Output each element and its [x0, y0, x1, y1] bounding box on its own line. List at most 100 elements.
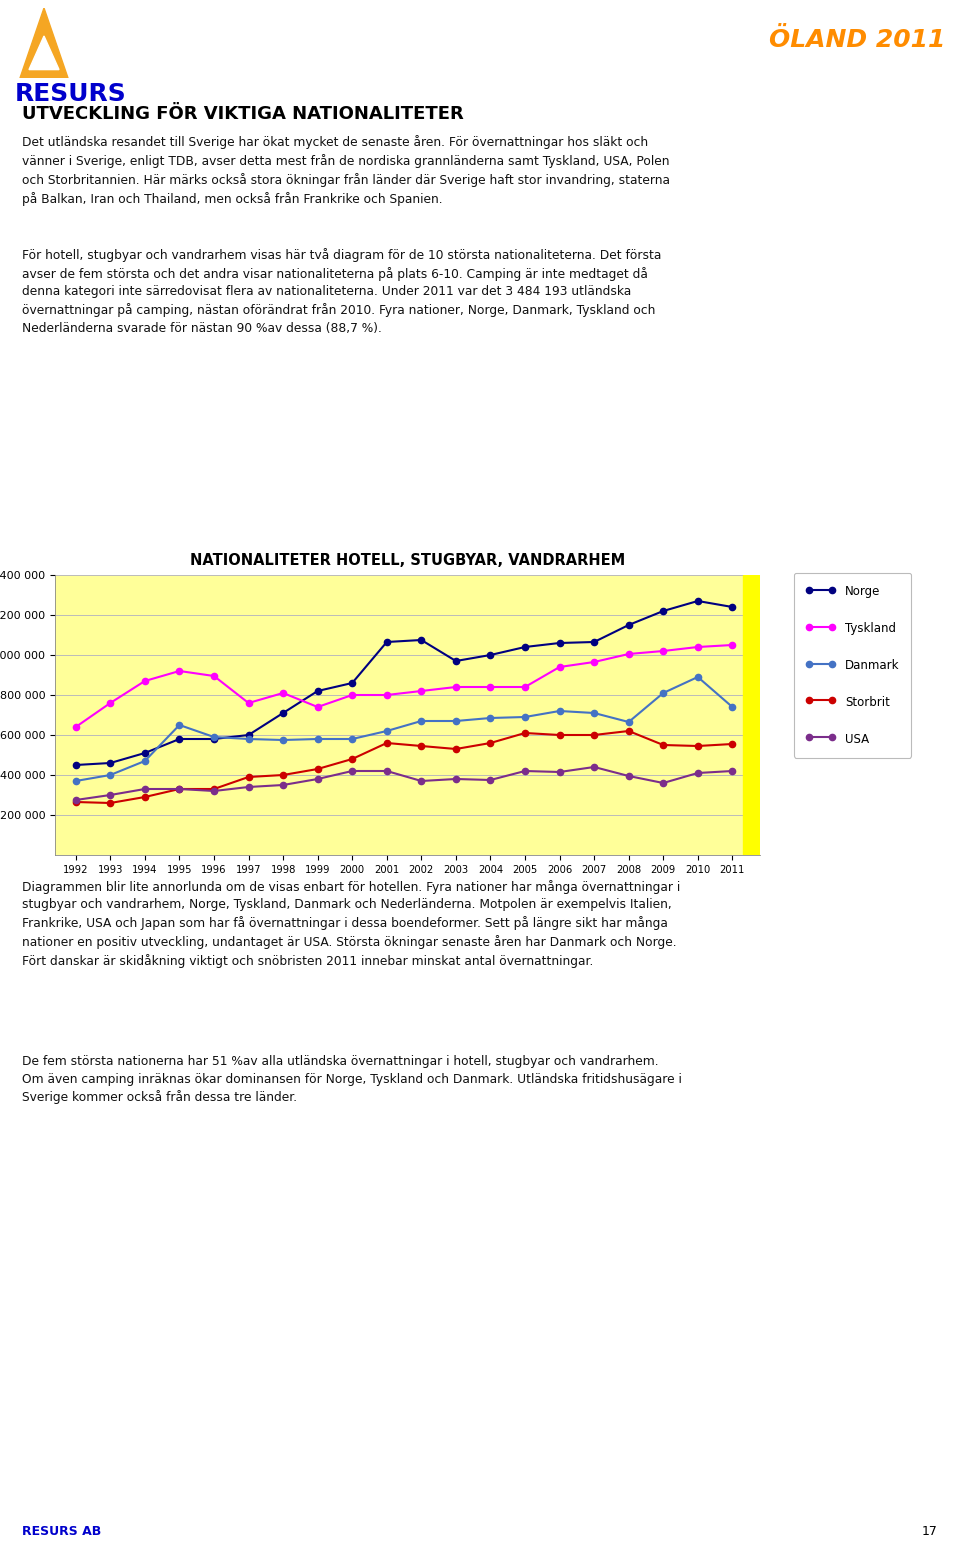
USA: [623, 767, 635, 786]
Danmark: [70, 772, 82, 790]
Danmark: [139, 752, 151, 770]
USA: [658, 773, 669, 792]
Storbrit: [727, 734, 738, 753]
Tyskland: [105, 694, 116, 713]
Storbrit: [105, 794, 116, 812]
USA: [727, 762, 738, 781]
Tyskland: [243, 694, 254, 713]
Danmark: [623, 713, 635, 731]
Norge: [174, 730, 185, 748]
Storbrit: [450, 739, 462, 758]
USA: [277, 775, 289, 794]
Storbrit: [139, 787, 151, 806]
Storbrit: [416, 736, 427, 755]
Norge: [554, 633, 565, 652]
Norge: [450, 652, 462, 671]
USA: [70, 790, 82, 809]
Danmark: [312, 730, 324, 748]
Norge: [588, 633, 600, 652]
Storbrit: [312, 759, 324, 778]
Title: NATIONALITETER HOTELL, STUGBYAR, VANDRARHEM: NATIONALITETER HOTELL, STUGBYAR, VANDRAR…: [190, 554, 625, 568]
Tyskland: [312, 697, 324, 716]
Norge: [105, 753, 116, 772]
USA: [243, 778, 254, 797]
Danmark: [381, 722, 393, 741]
Tyskland: [277, 683, 289, 702]
Storbrit: [519, 724, 531, 742]
USA: [416, 772, 427, 790]
Text: ÖLAND 2011: ÖLAND 2011: [769, 28, 945, 51]
Text: UTVECKLING FÖR VIKTIGA NATIONALITETER: UTVECKLING FÖR VIKTIGA NATIONALITETER: [22, 104, 464, 123]
Storbrit: [623, 722, 635, 741]
Polygon shape: [29, 36, 59, 70]
Danmark: [485, 708, 496, 727]
Danmark: [416, 711, 427, 730]
Text: RESURS: RESURS: [15, 82, 127, 106]
Text: De fem största nationerna har 51 %av alla utländska övernattningar i hotell, stu: De fem största nationerna har 51 %av all…: [22, 1055, 682, 1105]
Tyskland: [139, 672, 151, 691]
Danmark: [588, 703, 600, 722]
Storbrit: [243, 767, 254, 786]
Storbrit: [174, 780, 185, 798]
Text: RESURS AB: RESURS AB: [22, 1525, 101, 1537]
Line: Norge: Norge: [73, 598, 735, 769]
USA: [174, 780, 185, 798]
USA: [692, 764, 704, 783]
Text: Det utländska resandet till Sverige har ökat mycket de senaste åren. För övernat: Det utländska resandet till Sverige har …: [22, 135, 670, 205]
Text: 17: 17: [923, 1525, 938, 1537]
Tyskland: [519, 678, 531, 697]
Tyskland: [347, 686, 358, 705]
USA: [381, 762, 393, 781]
Tyskland: [416, 682, 427, 700]
Norge: [139, 744, 151, 762]
Norge: [208, 730, 220, 748]
Norge: [347, 674, 358, 692]
Tyskland: [692, 638, 704, 657]
Norge: [519, 638, 531, 657]
Text: För hotell, stugbyar och vandrarhem visas här två diagram för de 10 största nati: För hotell, stugbyar och vandrarhem visa…: [22, 247, 661, 335]
Danmark: [692, 668, 704, 686]
Text: Diagrammen blir lite annorlunda om de visas enbart för hotellen. Fyra nationer h: Diagrammen blir lite annorlunda om de vi…: [22, 881, 681, 968]
Storbrit: [208, 780, 220, 798]
Line: Tyskland: Tyskland: [73, 643, 735, 730]
Tyskland: [727, 636, 738, 655]
Line: Storbrit: Storbrit: [73, 728, 735, 806]
Norge: [416, 630, 427, 649]
Tyskland: [381, 686, 393, 705]
USA: [139, 780, 151, 798]
Danmark: [105, 766, 116, 784]
USA: [485, 770, 496, 789]
Danmark: [519, 708, 531, 727]
Danmark: [243, 730, 254, 748]
Norge: [277, 703, 289, 722]
Danmark: [450, 711, 462, 730]
Storbrit: [692, 736, 704, 755]
Norge: [70, 756, 82, 775]
Danmark: [727, 697, 738, 716]
Tyskland: [554, 658, 565, 677]
Tyskland: [658, 641, 669, 660]
USA: [588, 758, 600, 776]
Polygon shape: [20, 8, 68, 78]
USA: [554, 762, 565, 781]
Norge: [381, 633, 393, 652]
Storbrit: [658, 736, 669, 755]
Tyskland: [588, 652, 600, 671]
Storbrit: [381, 734, 393, 753]
Storbrit: [588, 725, 600, 744]
Storbrit: [347, 750, 358, 769]
Tyskland: [208, 666, 220, 685]
Storbrit: [485, 734, 496, 753]
Norge: [243, 725, 254, 744]
Norge: [312, 682, 324, 700]
Tyskland: [485, 678, 496, 697]
Line: USA: USA: [73, 764, 735, 803]
Norge: [623, 616, 635, 635]
Storbrit: [277, 766, 289, 784]
Danmark: [554, 702, 565, 720]
USA: [208, 781, 220, 800]
Tyskland: [450, 678, 462, 697]
Danmark: [347, 730, 358, 748]
USA: [105, 786, 116, 804]
Danmark: [658, 683, 669, 702]
